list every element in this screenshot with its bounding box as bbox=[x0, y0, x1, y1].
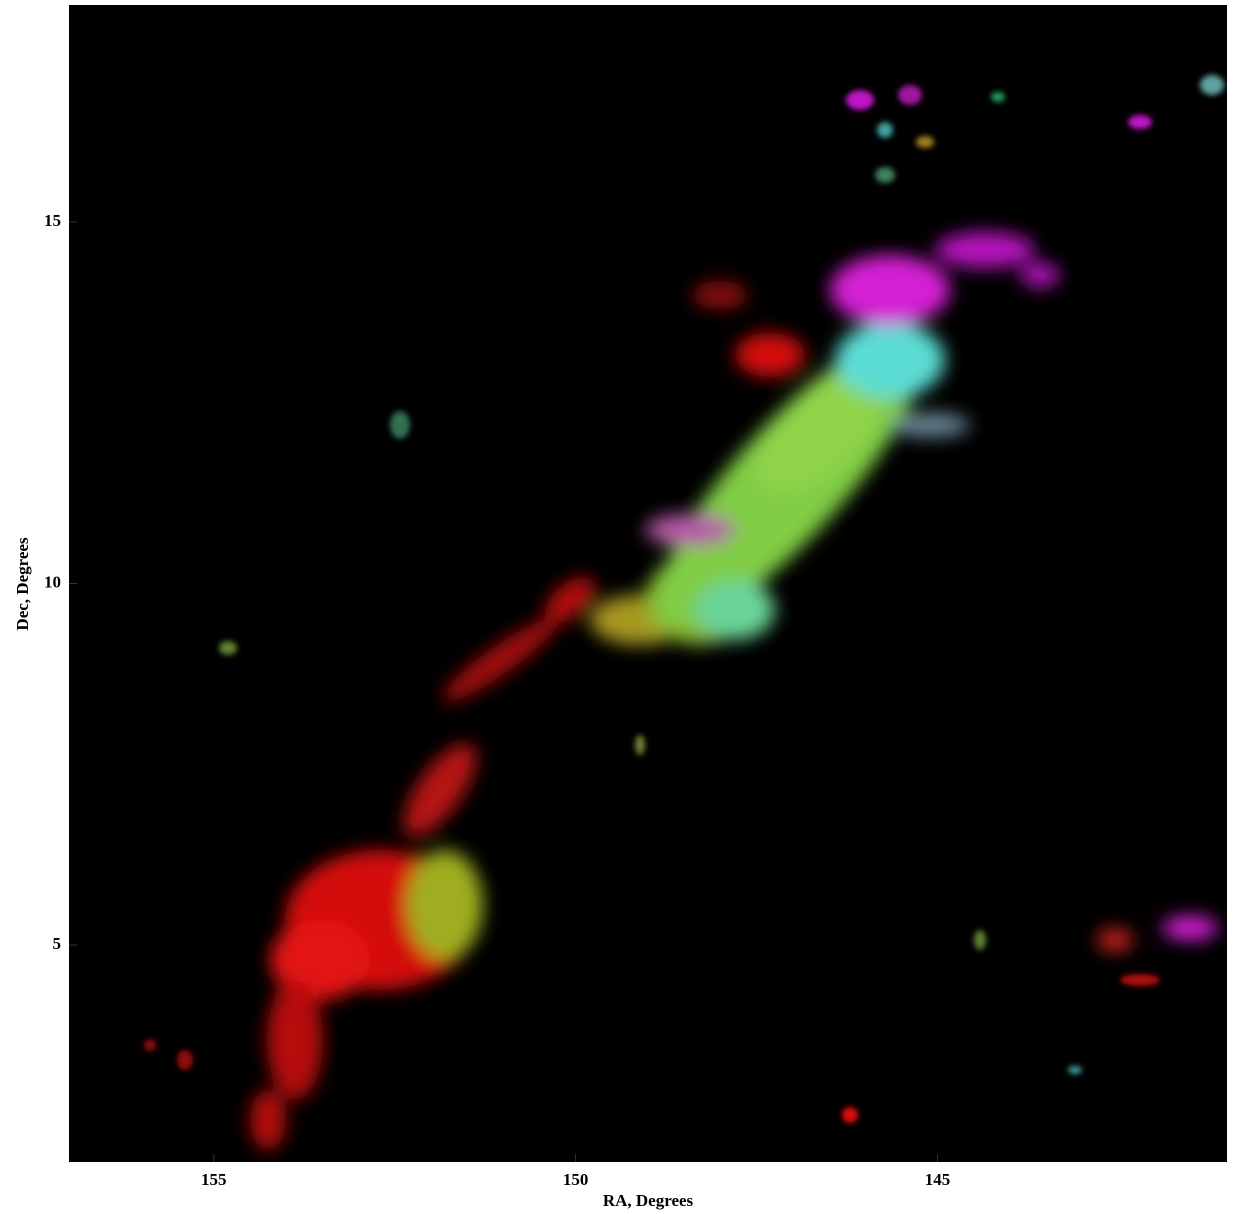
y-tick-label: 5 bbox=[53, 934, 62, 953]
y-axis-label: Dec, Degrees bbox=[13, 537, 32, 631]
plot-area bbox=[69, 5, 1227, 1162]
y-tick-label: 15 bbox=[44, 211, 61, 230]
x-tick-label: 145 bbox=[925, 1170, 951, 1189]
x-axis-label: RA, Degrees bbox=[603, 1191, 694, 1210]
x-tick-label: 155 bbox=[201, 1170, 227, 1189]
x-tick-label: 150 bbox=[563, 1170, 589, 1189]
y-tick-label: 10 bbox=[44, 572, 61, 591]
chart: RA, Degrees Dec, Degrees 155 150 145 5 10 15 bbox=[0, 0, 1233, 1214]
